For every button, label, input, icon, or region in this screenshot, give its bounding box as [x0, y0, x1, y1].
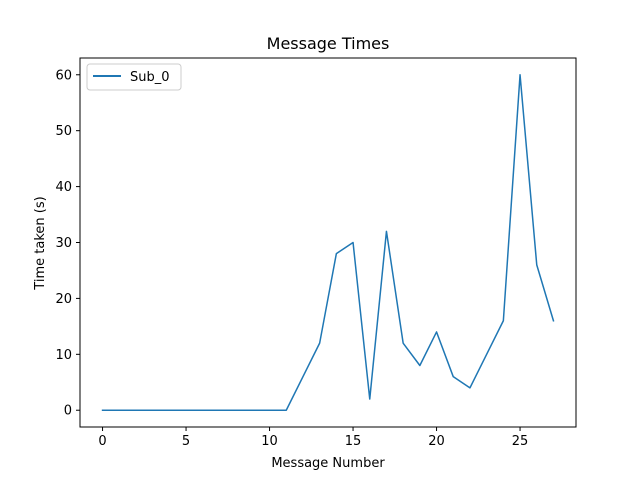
y-tick-label: 10 — [55, 348, 72, 363]
y-tick-label: 30 — [55, 236, 72, 251]
x-axis-title: Message Number — [271, 456, 385, 471]
series-line-sub-0 — [101, 74, 555, 411]
x-tick-label: 15 — [345, 434, 362, 449]
y-tick-label: 40 — [55, 180, 72, 195]
y-tick-label: 0 — [64, 404, 72, 419]
legend-label-sub-0: Sub_0 — [130, 70, 170, 85]
y-tick-label: 50 — [55, 124, 72, 139]
x-tick-label: 25 — [512, 434, 529, 449]
x-tick-label: 10 — [261, 434, 278, 449]
x-tick-label: 0 — [98, 434, 106, 449]
legend: Sub_0 — [86, 63, 182, 91]
legend-frame — [86, 63, 182, 91]
x-tick-label: 5 — [182, 434, 190, 449]
chart-title: Message Times — [267, 34, 390, 53]
y-tick-label: 20 — [55, 292, 72, 307]
x-tick-label: 20 — [428, 434, 445, 449]
y-tick-label: 60 — [55, 68, 72, 83]
y-axis-title: Time taken (s) — [33, 196, 48, 290]
plot-area: 0 5 10 15 20 25 0 10 20 30 40 50 60 — [55, 57, 577, 449]
